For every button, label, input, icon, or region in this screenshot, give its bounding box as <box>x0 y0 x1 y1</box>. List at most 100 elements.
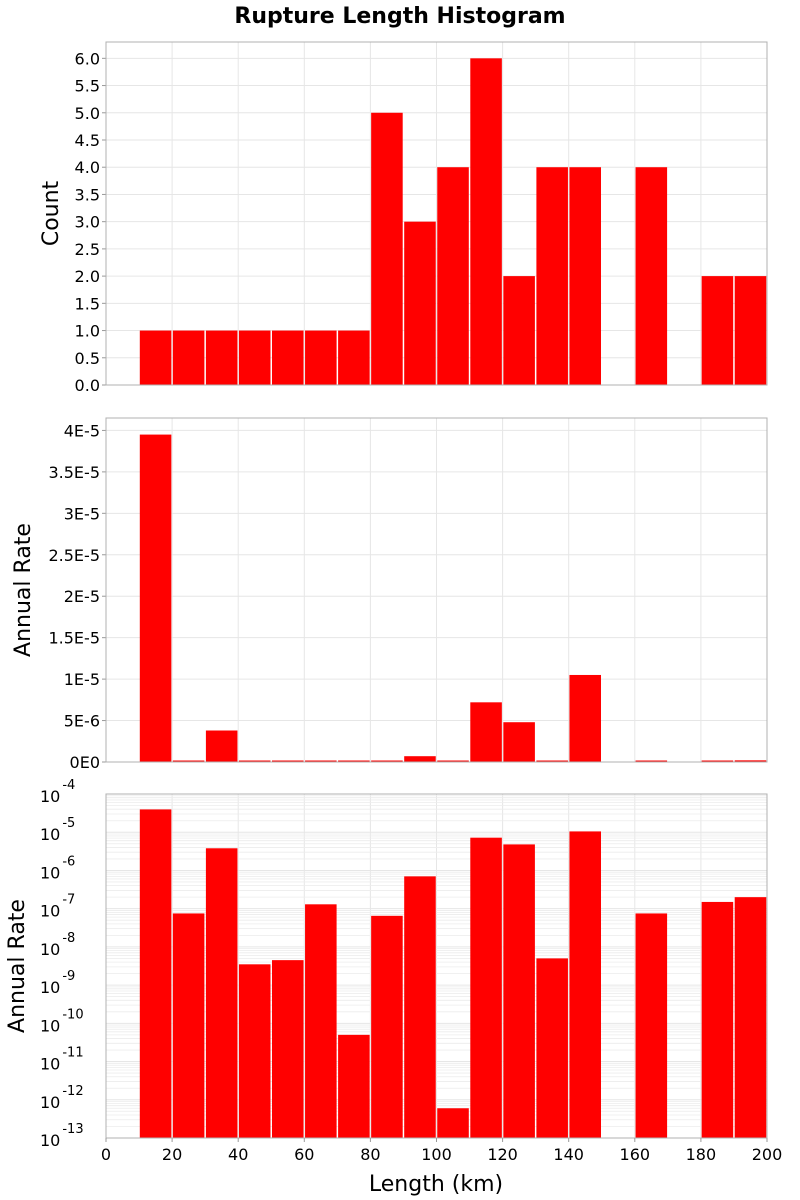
count-panel: 0.0 0.5 1.0 1.5 2.0 2.5 3.0 3.5 4.0 4.5 5.0 5.5 6.0 C… <box>39 41 768 395</box>
y-tick-label: 5.0 <box>75 104 100 123</box>
y-tick-label: 1.0 <box>75 322 100 341</box>
x-axis: 0 20 40 60 80 100 120 140 160 180 200 <box>101 1138 782 1164</box>
bar <box>404 756 436 762</box>
bar <box>139 809 172 1138</box>
bar <box>338 1034 370 1138</box>
x-tick-label: 40 <box>228 1145 248 1164</box>
y-tick-label: 4E-5 <box>64 421 100 440</box>
bar <box>338 760 370 762</box>
bar <box>734 760 767 762</box>
bar <box>238 330 271 385</box>
y-tick-label: 1.5 <box>75 294 100 313</box>
y-tick-label: 3.5 <box>75 185 100 204</box>
y-tick-label: 0.0 <box>75 376 100 395</box>
y-tick-label: 2.5 <box>75 240 100 259</box>
x-tick-label: 100 <box>421 1145 452 1164</box>
bar <box>172 913 205 1138</box>
bar <box>437 1108 469 1138</box>
bar <box>371 915 403 1138</box>
x-tick-label: 20 <box>162 1145 182 1164</box>
x-tick-label: 140 <box>553 1145 584 1164</box>
y-tick-label: 10-11 <box>40 1046 84 1074</box>
bar <box>172 760 205 762</box>
y-tick-label: 0E0 <box>70 753 100 772</box>
bar <box>205 730 238 762</box>
bar <box>635 167 668 385</box>
bar <box>139 330 172 385</box>
x-tick-label: 160 <box>620 1145 651 1164</box>
y-tick-label: 5.5 <box>75 77 100 96</box>
bar <box>701 901 734 1138</box>
y-tick-label: 3E-5 <box>64 504 100 523</box>
y-tick-label: 2E-5 <box>64 587 100 606</box>
bar <box>437 760 469 762</box>
y-tick-label: 10-7 <box>40 893 75 921</box>
bar <box>404 876 436 1138</box>
bar <box>305 330 337 385</box>
y-axis-label: Annual Rate <box>11 523 36 657</box>
annual-rate-log-panel: 10-13 10-12 10-11 10-10 10-9 10-8 10-7 10-6 10-5… <box>5 778 768 1150</box>
bar <box>536 167 568 385</box>
bar <box>734 897 767 1138</box>
bar <box>272 760 304 762</box>
y-tick-label: 2.5E-5 <box>48 546 100 565</box>
y-axis-label: Annual Rate <box>5 899 30 1033</box>
x-tick-label: 180 <box>686 1145 717 1164</box>
x-tick-label: 200 <box>752 1145 783 1164</box>
y-tick-label: 10-8 <box>40 931 75 959</box>
bar <box>470 58 502 385</box>
bar <box>437 167 469 385</box>
y-tick-label: 6.0 <box>75 49 100 68</box>
bar <box>635 760 668 762</box>
bar <box>205 848 238 1138</box>
y-tick-label: 10-6 <box>40 854 75 882</box>
bar <box>404 221 436 385</box>
x-tick-label: 0 <box>101 1145 111 1164</box>
y-tick-label: 2.0 <box>75 267 100 286</box>
y-tick-label: 1.5E-5 <box>48 629 100 648</box>
y-tick-label: 10-10 <box>40 1007 84 1035</box>
y-tick-label: 3.0 <box>75 213 100 232</box>
y-tick-label: 4.0 <box>75 158 100 177</box>
bar <box>536 958 568 1138</box>
x-tick-label: 80 <box>360 1145 380 1164</box>
bar <box>205 330 238 385</box>
plot-frame <box>105 417 768 763</box>
bar <box>569 167 601 385</box>
annual-rate-linear-panel: 0E0 5E-6 1E-5 1.5E-5 2E-5 2.5E-5 3E-5 3.5E-5 4E-… <box>11 417 768 772</box>
bar <box>701 760 734 762</box>
bar <box>536 760 568 762</box>
y-tick-label: 10-5 <box>40 816 75 844</box>
bar <box>371 760 403 762</box>
plot-frame <box>105 41 768 386</box>
chart-title: Rupture Length Histogram <box>234 4 565 29</box>
bar <box>238 760 271 762</box>
bar <box>470 837 502 1138</box>
x-axis-label: Length (km) <box>369 1172 503 1197</box>
bar <box>569 674 601 762</box>
bar <box>305 760 337 762</box>
bar <box>238 964 271 1138</box>
bar <box>172 330 205 385</box>
bar <box>470 702 502 762</box>
bar <box>503 844 535 1138</box>
y-tick-label: 1E-5 <box>64 670 100 689</box>
y-axis-label: Count <box>39 180 64 246</box>
x-tick-label: 60 <box>294 1145 314 1164</box>
bar <box>305 904 337 1138</box>
y-tick-label: 3.5E-5 <box>48 463 100 482</box>
y-tick-label: 4.5 <box>75 131 100 150</box>
y-tick-label: 5E-6 <box>64 712 100 731</box>
bar <box>503 722 535 762</box>
bar <box>503 276 535 385</box>
bar <box>701 276 734 385</box>
x-tick-label: 120 <box>487 1145 518 1164</box>
y-tick-label: 10-12 <box>40 1084 84 1112</box>
bar <box>272 960 304 1138</box>
bar <box>338 330 370 385</box>
y-tick-label: 10-13 <box>40 1122 84 1150</box>
bar <box>734 276 767 385</box>
bar <box>371 112 403 386</box>
bar <box>635 913 668 1138</box>
